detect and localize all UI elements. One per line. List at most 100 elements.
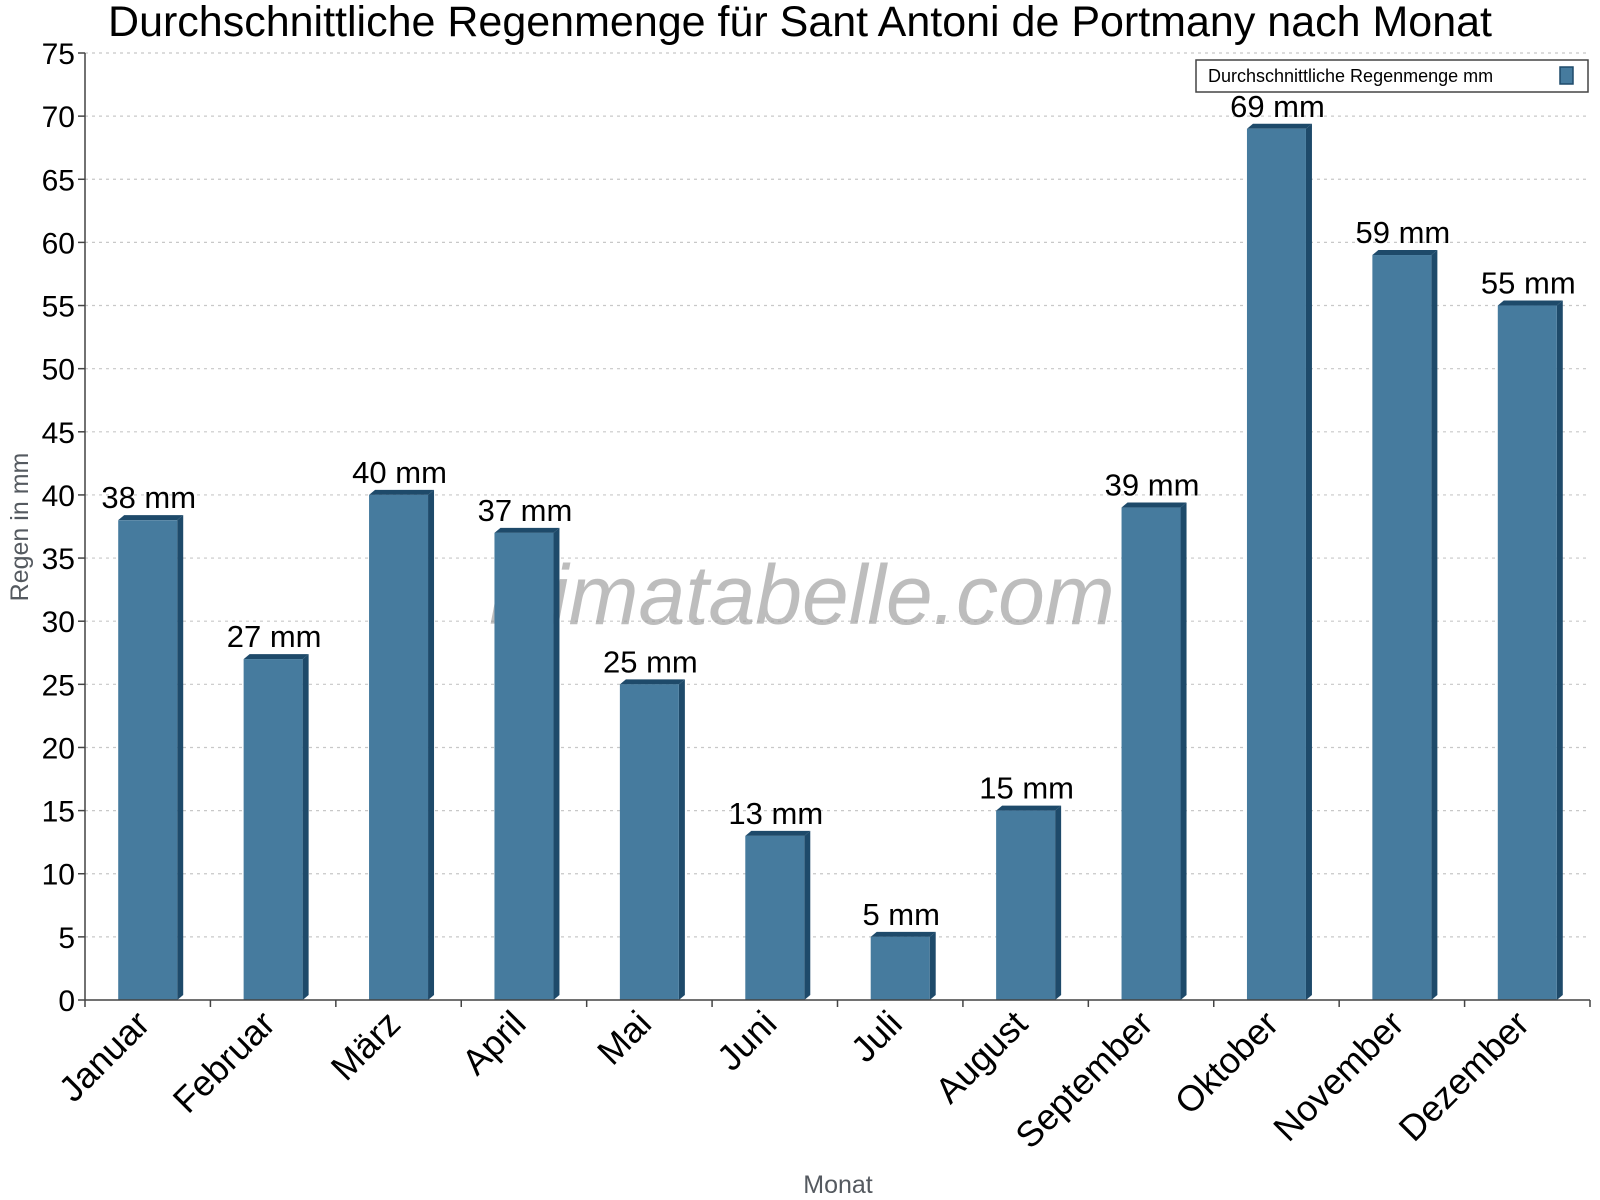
y-tick-label: 5	[58, 922, 75, 955]
y-tick-label: 60	[42, 227, 75, 260]
y-tick-label: 20	[42, 732, 75, 765]
x-tick-label: September	[1007, 1003, 1161, 1157]
bar-januar	[118, 515, 184, 1000]
bar-side	[1055, 805, 1062, 1000]
x-tick-label: März	[323, 1003, 409, 1089]
bar-side	[1305, 123, 1312, 1000]
bar-oktober	[1246, 123, 1312, 1000]
data-label: 55 mm	[1481, 266, 1576, 301]
bar-front	[996, 810, 1056, 1000]
bar-dezember	[1497, 300, 1563, 1000]
bar-side	[428, 489, 435, 1000]
x-tick-label: August	[927, 1003, 1035, 1111]
y-tick-label: 55	[42, 291, 75, 324]
bar-top	[619, 679, 685, 685]
bar-front	[243, 659, 303, 1000]
y-tick-label: 65	[42, 164, 75, 197]
x-tick-label: Oktober	[1167, 1003, 1287, 1123]
y-tick-label: 75	[42, 38, 75, 71]
x-tick-label: Dezember	[1391, 1003, 1537, 1149]
data-label: 40 mm	[352, 455, 447, 490]
data-labels: 38 mm 27 mm 40 mm 37 mm 25 mm 13 mm 5 mm 15 mm 3…	[101, 89, 1575, 932]
bar-front	[118, 520, 178, 1000]
data-label: 25 mm	[603, 644, 698, 679]
bar-august	[996, 805, 1062, 1000]
y-tick-label: 15	[42, 796, 75, 829]
y-tick-label: 0	[58, 985, 75, 1018]
bar-april	[494, 527, 560, 1000]
bar-top	[243, 654, 309, 660]
bar-side	[678, 679, 685, 1000]
bar-side	[302, 654, 309, 1000]
bar-februar	[243, 654, 309, 1000]
bar-side	[553, 527, 560, 1000]
x-tick-label: April	[454, 1003, 534, 1083]
bar-side	[1180, 502, 1187, 1000]
bar-juli	[870, 931, 936, 1000]
x-tick-label: November	[1265, 1003, 1411, 1149]
bar-september	[1121, 502, 1187, 1000]
watermark: klimatabelle.com	[489, 548, 1115, 642]
data-label: 59 mm	[1356, 215, 1451, 250]
x-tick-label: Februar	[165, 1003, 283, 1121]
bar-top	[996, 805, 1062, 811]
x-axis-title: Monat	[803, 1171, 873, 1199]
legend-swatch	[1559, 66, 1574, 85]
bar-top	[369, 489, 435, 495]
y-tick-label: 45	[42, 417, 75, 450]
x-axis-ticks: Januar Februar März April Mai Juni Juli AugustS…	[51, 1000, 1591, 1157]
y-tick-label: 35	[42, 543, 75, 576]
y-tick-label: 25	[42, 669, 75, 702]
bar-front	[1121, 507, 1181, 1000]
bar-mai	[619, 679, 685, 1000]
bar-top	[494, 527, 560, 533]
bar-juni	[745, 830, 811, 1000]
bar-top	[1121, 502, 1187, 508]
bar-front	[1246, 128, 1306, 1000]
y-axis-title: Regen in mm	[6, 453, 34, 602]
data-label: 15 mm	[979, 771, 1074, 806]
bar-side	[177, 515, 184, 1000]
legend: Durchschnittliche Regenmenge mm	[1195, 59, 1589, 93]
bars	[118, 123, 1563, 1000]
x-tick-label: Juli	[843, 1003, 910, 1070]
y-tick-label: 50	[42, 354, 75, 387]
bar-front	[870, 936, 930, 1000]
data-label: 37 mm	[478, 493, 573, 528]
bar-front	[619, 684, 679, 1000]
bar-side	[804, 830, 811, 1000]
data-label: 13 mm	[728, 796, 823, 831]
bar-märz	[369, 489, 435, 1000]
x-tick-label: Juni	[709, 1003, 785, 1079]
bar-november	[1372, 250, 1438, 1000]
x-tick-label: Mai	[589, 1003, 659, 1073]
bar-side	[929, 931, 936, 1000]
chart-title: Durchschnittliche Regenmenge für Sant An…	[108, 0, 1492, 46]
bar-top	[1372, 250, 1438, 256]
bar-top	[118, 515, 184, 521]
bar-top	[1497, 300, 1563, 306]
y-tick-label: 40	[42, 480, 75, 513]
grid-lines	[85, 52, 1590, 938]
bar-side	[1431, 250, 1438, 1000]
data-label: 5 mm	[862, 897, 940, 932]
y-axis-ticks: 0 5 10 15 20 25 30 35 40 45 50 55 60 65 70 75	[42, 38, 85, 1018]
axes	[84, 53, 1590, 1001]
legend-label: Durchschnittliche Regenmenge mm	[1208, 66, 1493, 86]
y-tick-label: 30	[42, 606, 75, 639]
bar-top	[1246, 123, 1312, 129]
y-tick-label: 70	[42, 101, 75, 134]
x-tick-label: Januar	[51, 1003, 158, 1110]
data-label: 69 mm	[1230, 89, 1325, 124]
bar-front	[494, 532, 554, 1000]
bar-top	[745, 830, 811, 836]
bar-front	[1372, 255, 1432, 1000]
data-label: 27 mm	[227, 619, 322, 654]
bar-front	[745, 835, 805, 1000]
bar-top	[870, 931, 936, 937]
bar-side	[1556, 300, 1563, 1000]
bar-front	[369, 494, 429, 1000]
y-tick-label: 10	[42, 859, 75, 892]
legend-box	[1195, 59, 1589, 93]
